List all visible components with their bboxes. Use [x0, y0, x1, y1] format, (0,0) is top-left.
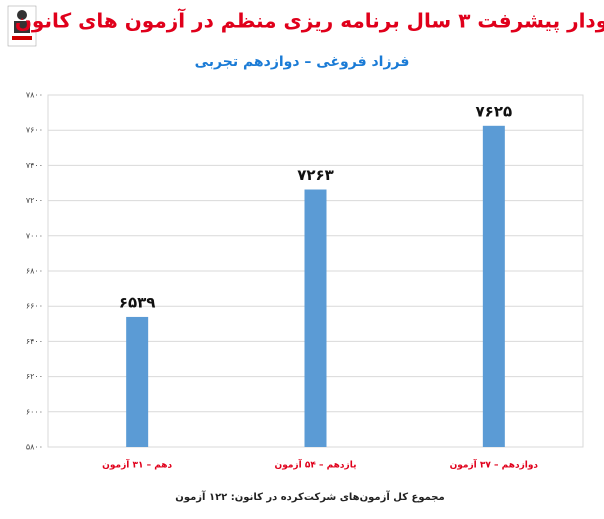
chart-title: نمودار پیشرفت ۳ سال برنامه ریزی منظم در … [15, 8, 604, 34]
logo [7, 5, 37, 47]
y-tick-label: ۶۴۰۰ [26, 337, 43, 346]
x-tick-label: یازدهم – ۵۴ آزمون [275, 459, 357, 471]
y-tick-label: ۶۲۰۰ [26, 372, 43, 381]
y-tick-label: ۷۴۰۰ [26, 161, 43, 170]
value-label: ۶۵۳۹ [119, 293, 156, 311]
y-tick-label: ۷۶۰۰ [26, 126, 43, 135]
y-tick-label: ۷۸۰۰ [26, 91, 43, 100]
x-tick-label: دهم – ۳۱ آزمون [102, 459, 172, 471]
bar [304, 189, 327, 447]
value-label: ۷۶۲۵ [476, 102, 513, 120]
y-tick-label: ۶۰۰۰ [26, 407, 43, 416]
chart-subtitle: فرزاد فروغی – دوازدهم تجربی [195, 54, 410, 70]
y-tick-label: ۵۸۰۰ [26, 443, 43, 452]
y-tick-label: ۷۲۰۰ [26, 196, 43, 205]
y-tick-label: ۷۰۰۰ [26, 231, 43, 240]
bar [126, 316, 149, 447]
annotation: مجموع کل آزمون‌های شرکت‌کرده در کانون: ۱… [175, 490, 444, 503]
x-tick-label: دوازدهم – ۳۷ آزمون [450, 459, 539, 471]
value-label: ۷۲۶۳ [297, 166, 334, 184]
y-tick-label: ۶۶۰۰ [26, 302, 43, 311]
bar [482, 125, 505, 448]
y-tick-label: ۶۸۰۰ [26, 267, 43, 276]
